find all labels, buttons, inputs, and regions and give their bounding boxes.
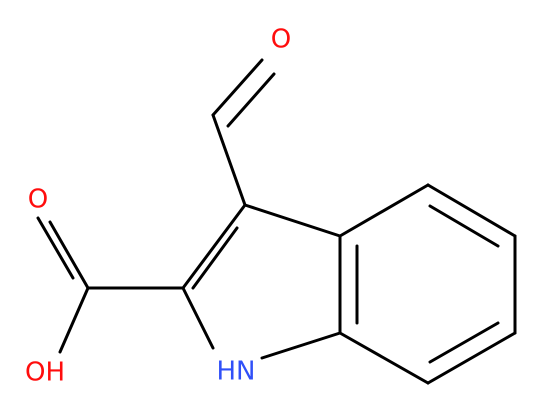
atom-label: O: [28, 185, 48, 215]
bond: [226, 72, 276, 128]
bond: [181, 203, 247, 290]
atom-label: HN: [217, 357, 256, 387]
bond: [48, 220, 90, 290]
bond: [338, 331, 430, 385]
bond: [181, 286, 215, 350]
bonds: [36, 58, 517, 385]
bond: [260, 331, 342, 360]
bond: [243, 203, 342, 238]
bond: [428, 204, 500, 248]
bond: [36, 216, 75, 280]
bond: [426, 183, 517, 238]
atom-label: OH: [25, 358, 65, 388]
bond: [191, 226, 239, 290]
bond: [426, 331, 517, 385]
bond: [211, 58, 264, 117]
bond: [428, 321, 500, 364]
bond: [211, 113, 247, 207]
bond: [338, 183, 430, 238]
bond: [58, 286, 90, 354]
atom-label: O: [271, 25, 291, 55]
